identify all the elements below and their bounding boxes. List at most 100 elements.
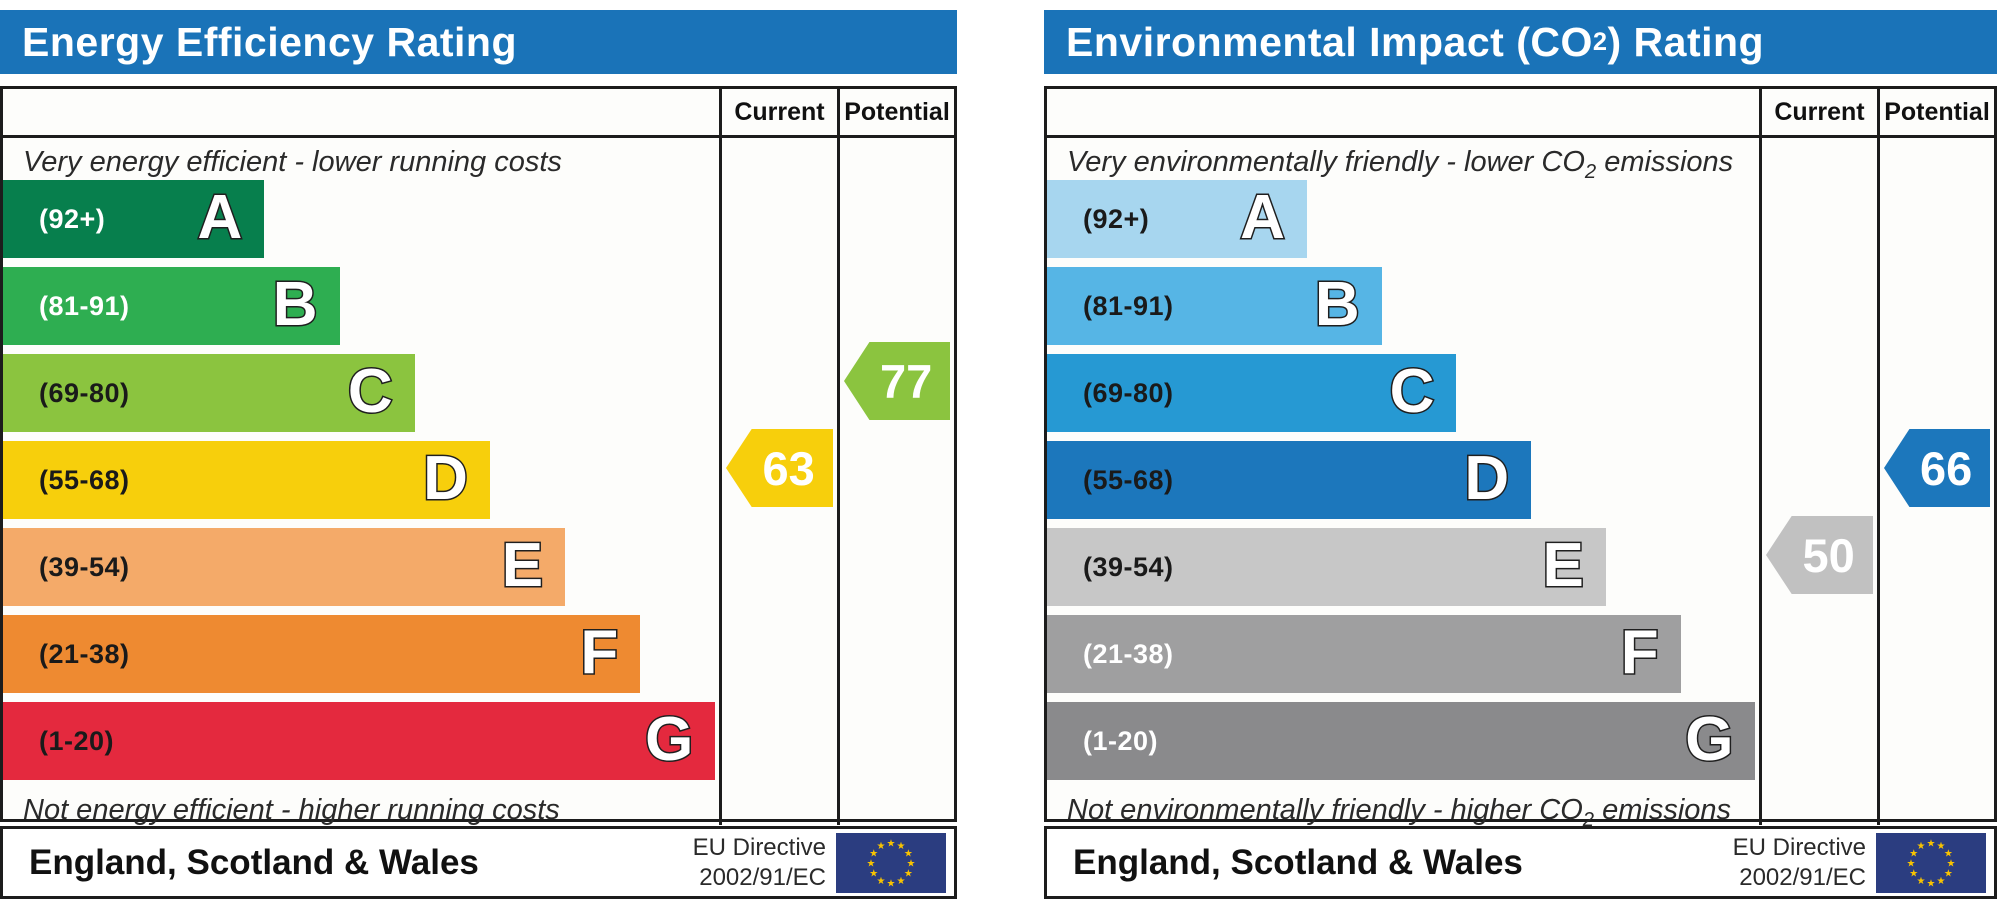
bands-area: Very energy efficient - lower running co… bbox=[3, 138, 719, 826]
svg-text:★: ★ bbox=[877, 875, 886, 886]
potential-rating-arrow: 66 bbox=[1884, 429, 1990, 507]
band-range-label: (81-91) bbox=[39, 290, 130, 321]
svg-text:★: ★ bbox=[867, 858, 876, 869]
svg-text:★: ★ bbox=[1944, 868, 1953, 879]
potential-column: 77 bbox=[837, 138, 954, 825]
current-rating-arrow: 63 bbox=[726, 429, 833, 507]
environmental-impact-table: Current Potential Very environmentally f… bbox=[1044, 86, 1997, 830]
band-range-label: (81-91) bbox=[1083, 290, 1174, 321]
band-row-f: (21-38) F bbox=[1047, 615, 1681, 693]
potential-rating-value: 66 bbox=[1919, 441, 1973, 495]
band-letter: F bbox=[1619, 617, 1660, 689]
svg-text:★: ★ bbox=[904, 868, 913, 879]
caption-bottom-suffix: emissions bbox=[1594, 794, 1732, 826]
caption-top-text: Very energy efficient - lower running co… bbox=[23, 146, 562, 178]
eu-directive-label: EU Directive 2002/91/EC bbox=[1733, 833, 1866, 893]
svg-text:★: ★ bbox=[1927, 838, 1936, 849]
svg-text:★: ★ bbox=[877, 841, 886, 852]
eu-directive-line2: 2002/91/EC bbox=[699, 863, 826, 891]
band-range-label: (1-20) bbox=[1083, 725, 1159, 756]
caption-bottom-subscript: 2 bbox=[1582, 808, 1595, 831]
current-column: 50 bbox=[1759, 138, 1877, 825]
panel-footer: England, Scotland & Wales EU Directive 2… bbox=[1044, 826, 1997, 899]
current-rating-value: 63 bbox=[762, 441, 815, 495]
table-corner-cell bbox=[1047, 89, 1759, 138]
band-letter: E bbox=[500, 530, 544, 602]
svg-text:★: ★ bbox=[1944, 848, 1953, 859]
eu-flag-icon: ★ ★ ★ ★ ★ ★ ★ ★ ★ ★ ★ ★ bbox=[1876, 832, 1986, 893]
potential-column-header: Potential bbox=[837, 89, 954, 138]
caption-bottom-text: Not environmentally friendly - higher CO bbox=[1067, 794, 1583, 826]
eu-directive-line2: 2002/91/EC bbox=[1739, 863, 1866, 891]
band-range-label: (69-80) bbox=[1083, 377, 1174, 408]
band-row-g: (1-20) G bbox=[3, 702, 716, 780]
band-row-c: (69-80) C bbox=[3, 354, 415, 432]
svg-text:★: ★ bbox=[887, 878, 896, 889]
band-letter: D bbox=[1463, 443, 1511, 515]
svg-text:★: ★ bbox=[907, 858, 916, 869]
band-letter: C bbox=[346, 356, 394, 428]
caption-top: Very energy efficient - lower running co… bbox=[3, 138, 719, 180]
energy-efficiency-table: Current Potential Very energy efficient … bbox=[0, 86, 957, 826]
band-range-label: (21-38) bbox=[1083, 638, 1174, 669]
caption-top: Very environmentally friendly - lower CO… bbox=[1047, 138, 1759, 183]
band-letter: D bbox=[422, 443, 470, 515]
band-row-d: (55-68) D bbox=[1047, 441, 1532, 519]
eu-directive-label: EU Directive 2002/91/EC bbox=[693, 833, 826, 893]
svg-text:★: ★ bbox=[1917, 841, 1926, 852]
title-text: Environmental Impact (CO bbox=[1066, 18, 1593, 65]
svg-text:★: ★ bbox=[1927, 878, 1936, 889]
potential-rating-arrow: 77 bbox=[844, 342, 950, 420]
band-row-e: (39-54) E bbox=[1047, 528, 1606, 606]
band-range-label: (39-54) bbox=[1083, 551, 1174, 582]
band-row-a: (92+) A bbox=[3, 180, 265, 258]
band-row-d: (55-68) D bbox=[3, 441, 490, 519]
region-name: England, Scotland & Wales bbox=[1073, 842, 1523, 882]
band-letter: F bbox=[579, 617, 620, 689]
svg-text:★: ★ bbox=[904, 848, 913, 859]
svg-text:★: ★ bbox=[1907, 858, 1916, 869]
potential-column-header: Potential bbox=[1877, 89, 1994, 138]
energy-efficiency-panel: Energy Efficiency Rating Current Potenti… bbox=[0, 10, 957, 899]
potential-rating-value: 77 bbox=[879, 354, 933, 408]
caption-bottom-text: Not energy efficient - higher running co… bbox=[23, 794, 560, 826]
svg-text:★: ★ bbox=[887, 838, 896, 849]
eu-directive-line1: EU Directive bbox=[1732, 833, 1866, 861]
environmental-impact-panel: Environmental Impact (CO 2 ) Rating Curren… bbox=[1044, 10, 1997, 899]
band-row-b: (81-91) B bbox=[3, 267, 340, 345]
bands-area: Very environmentally friendly - lower CO… bbox=[1047, 138, 1759, 830]
band-letter: E bbox=[1541, 530, 1585, 602]
svg-text:★: ★ bbox=[1909, 868, 1918, 879]
svg-text:★: ★ bbox=[897, 841, 906, 852]
current-rating-value: 50 bbox=[1802, 528, 1855, 582]
band-range-label: (21-38) bbox=[39, 638, 130, 669]
band-range-label: (39-54) bbox=[39, 551, 130, 582]
potential-column: 66 bbox=[1877, 138, 1994, 825]
band-letter: C bbox=[1388, 356, 1436, 428]
title-text: Energy Efficiency Rating bbox=[22, 18, 518, 65]
current-column: 63 bbox=[719, 138, 837, 825]
region-name: England, Scotland & Wales bbox=[29, 842, 479, 882]
band-range-label: (69-80) bbox=[39, 377, 130, 408]
band-row-b: (81-91) B bbox=[1047, 267, 1382, 345]
svg-text:★: ★ bbox=[1947, 858, 1956, 869]
eu-flag-icon: ★ ★ ★ ★ ★ ★ ★ ★ ★ ★ ★ ★ bbox=[836, 832, 946, 893]
svg-text:★: ★ bbox=[869, 848, 878, 859]
caption-bottom: Not environmentally friendly - higher CO… bbox=[1047, 789, 1759, 830]
band-letter: A bbox=[1239, 182, 1287, 254]
caption-top-subscript: 2 bbox=[1584, 160, 1597, 183]
band-row-f: (21-38) F bbox=[3, 615, 641, 693]
title-text-suffix: ) Rating bbox=[1607, 18, 1765, 65]
svg-text:★: ★ bbox=[897, 875, 906, 886]
caption-top-suffix: emissions bbox=[1596, 146, 1734, 178]
band-row-e: (39-54) E bbox=[3, 528, 566, 606]
band-row-c: (69-80) C bbox=[1047, 354, 1457, 432]
band-letter: G bbox=[1684, 704, 1735, 776]
panel-footer: England, Scotland & Wales EU Directive 2… bbox=[0, 826, 957, 899]
svg-text:★: ★ bbox=[869, 868, 878, 879]
current-rating-arrow: 50 bbox=[1766, 516, 1873, 594]
svg-text:★: ★ bbox=[1937, 841, 1946, 852]
band-range-label: (55-68) bbox=[39, 464, 130, 495]
svg-text:★: ★ bbox=[1937, 875, 1946, 886]
